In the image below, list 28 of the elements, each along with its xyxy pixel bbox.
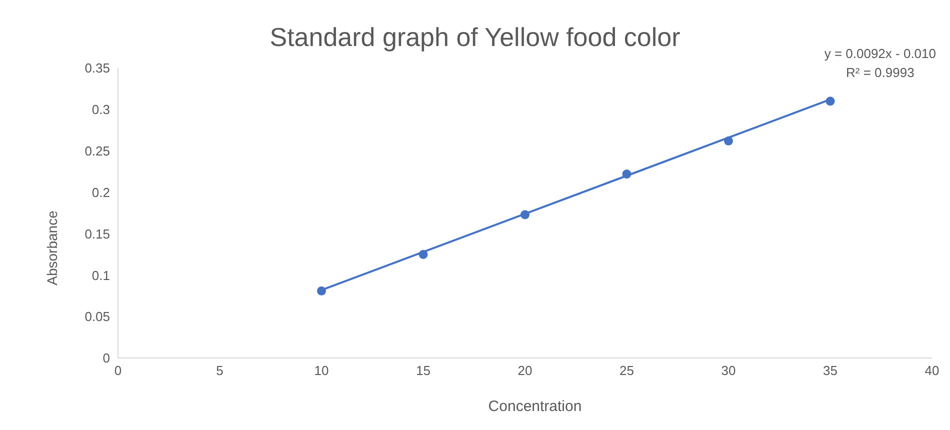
point [418,250,428,259]
point [724,136,734,146]
x-tick-label: 40 [924,363,940,378]
y-tick-label: 0.05 [84,309,110,324]
x-tick-label: 15 [416,363,430,378]
point [316,286,326,296]
annotation: R² = 0.9993 [845,64,916,82]
y-tick-label: 0.15 [84,226,110,242]
y-tick-label: 0 [102,350,110,366]
y-tick-label: 0.35 [84,60,110,76]
y-tick-label: 0.3 [92,102,110,118]
y-tick-label: 0.25 [84,143,110,158]
x-tick-label: 20 [518,363,532,378]
chart-title: Standard graph of Yellow food color [270,22,680,52]
x-tick-label: 35 [823,363,838,378]
point [622,170,632,179]
x-tick-label: 5 [216,363,224,378]
y-tick-label: 0.2 [92,184,110,200]
y-axis-title: Absorbance [44,210,60,286]
point [520,210,530,220]
x-tick-label: 10 [314,363,329,378]
y-tick-label: 0.1 [92,268,110,283]
x-tick-label: 30 [721,363,736,378]
point [826,96,835,106]
x-axis-title: Concentration [488,398,582,415]
x-tick-label: 0 [114,363,122,378]
text: y = 0.0092x - 0.010 [824,45,936,63]
x-tick-label: 25 [620,363,634,378]
